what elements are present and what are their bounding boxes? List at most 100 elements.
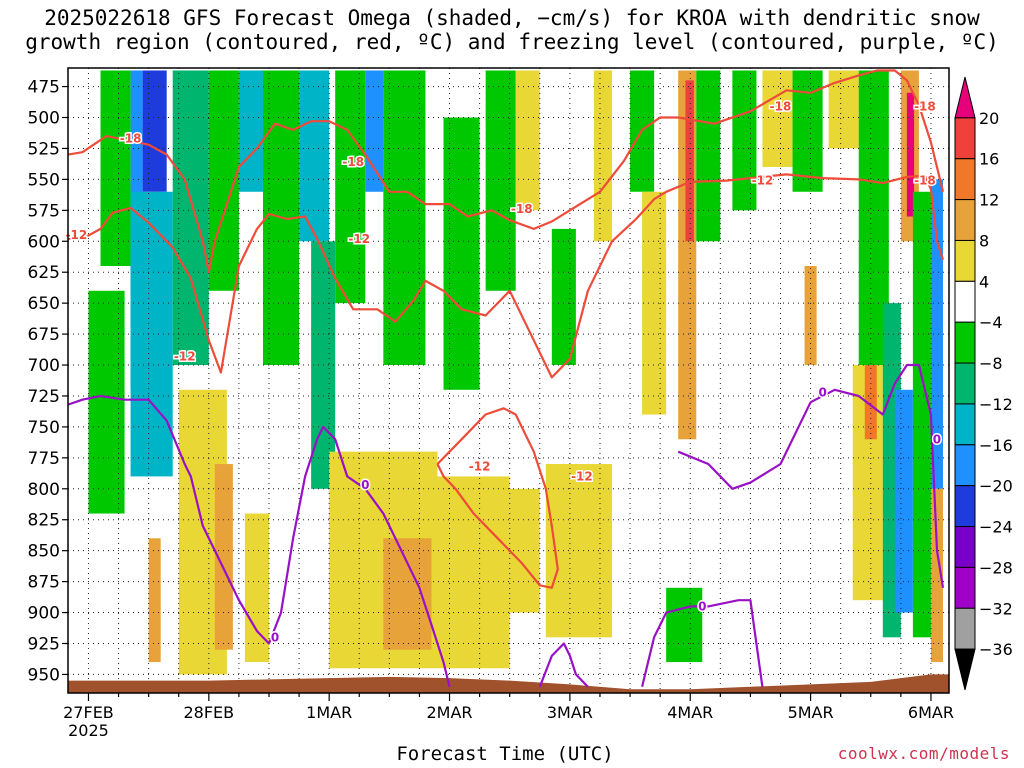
colorbar-band	[954, 239, 976, 282]
contour-label: -18	[770, 99, 792, 113]
colorbar-band	[954, 117, 976, 160]
omega-colorbar: 20 16 12 8 4 −4 −8 −12 −16 −20 −24 −28 −32 −36	[954, 76, 1013, 691]
omega-cell	[930, 179, 943, 489]
contour-label: -12	[752, 174, 774, 188]
omega-cell	[299, 70, 330, 242]
y-tick-label: 650	[28, 294, 60, 314]
y-tick-label: 625	[28, 263, 60, 283]
colorbar-band	[954, 485, 976, 528]
omega-cell	[515, 70, 540, 211]
omega-shading	[88, 70, 943, 675]
colorbar-cap-top	[954, 76, 976, 119]
y-tick-label: 900	[28, 604, 60, 624]
omega-cell	[762, 70, 793, 168]
omega-cell	[214, 464, 233, 650]
x-tick-label: 3MAR	[547, 703, 593, 722]
y-tick-label: 950	[28, 665, 60, 685]
contour-line	[641, 599, 764, 688]
contour-label: 0	[361, 478, 369, 492]
omega-cell	[383, 538, 432, 650]
colorbar-band	[954, 158, 976, 201]
omega-cell	[696, 70, 721, 242]
colorbar-label: −4	[979, 313, 1003, 332]
omega-cell	[437, 476, 510, 669]
contours	[68, 69, 945, 688]
y-tick-label: 725	[28, 387, 60, 407]
colorbar-band	[954, 526, 976, 568]
contour-line	[436, 407, 559, 589]
y-tick-label: 750	[28, 418, 60, 438]
terrain-fill	[68, 674, 949, 693]
x-tick-label: 28FEB	[183, 703, 234, 722]
contour-label: 0	[698, 599, 706, 613]
colorbar-band	[954, 280, 976, 323]
contour-label: 0	[271, 630, 279, 644]
contour-label: -12	[66, 228, 88, 242]
contour-label: -12	[174, 349, 196, 363]
omega-cell	[930, 488, 943, 663]
contour-line	[538, 642, 589, 688]
y-tick-label: 875	[28, 573, 60, 593]
omega-cell	[804, 266, 817, 366]
contour-line	[68, 173, 945, 379]
chart-title-line-2: growth region (contoured, red, ºC) and f…	[25, 30, 999, 54]
contour-label: 0	[818, 385, 826, 399]
omega-cell	[238, 70, 263, 192]
y-tick-label: 925	[28, 634, 60, 654]
contour-label: -18	[914, 174, 936, 188]
contour-label: 0	[933, 432, 941, 446]
omega-cell	[593, 70, 613, 242]
x-tick-label: 5MAR	[788, 703, 834, 722]
omega-cell	[732, 70, 757, 211]
omega-cell	[685, 80, 694, 242]
contour-label: -12	[469, 460, 491, 474]
omega-cell	[142, 70, 167, 192]
colorbar-label: −16	[979, 436, 1013, 455]
y-axis: 475 500 525 550 575 600 625 650 675 700 725 750 775 8…	[28, 78, 68, 685]
x-tick-label: 2MAR	[427, 703, 473, 722]
x-tick-label: 6MAR	[908, 703, 954, 722]
y-tick-label: 700	[28, 356, 60, 376]
colorbar-label: 4	[979, 272, 989, 291]
x-tick-label: 4MAR	[667, 703, 713, 722]
omega-cell	[894, 389, 913, 613]
source-credit: coolwx.com/models	[837, 744, 1010, 763]
colorbar-label: 16	[979, 150, 999, 169]
colorbar-band	[954, 362, 976, 405]
colorbar-label: −36	[979, 640, 1013, 659]
y-tick-label: 500	[28, 109, 60, 129]
x-tick-sublabel: 2025	[68, 721, 109, 740]
y-tick-label: 600	[28, 232, 60, 252]
omega-cell	[864, 365, 877, 440]
omega-cell	[88, 290, 125, 514]
y-tick-label: 675	[28, 325, 60, 345]
colorbar-label: −32	[979, 599, 1013, 618]
colorbar-label: −8	[979, 354, 1003, 373]
colorbar-label: −24	[979, 518, 1013, 537]
contour-label: -18	[342, 155, 364, 169]
colorbar-band	[954, 199, 976, 241]
contour-label: -18	[120, 132, 142, 146]
y-tick-label: 475	[28, 78, 60, 98]
omega-cell	[666, 587, 703, 663]
plot-frame	[67, 67, 950, 694]
contour-label: -12	[571, 469, 593, 483]
y-tick-label: 575	[28, 201, 60, 221]
colorbar-band	[954, 403, 976, 446]
y-tick-label: 850	[28, 542, 60, 562]
omega-cell	[485, 70, 516, 291]
x-tick-label: 27FEB	[63, 703, 114, 722]
x-tick-label: 1MAR	[306, 703, 352, 722]
colorbar-band	[954, 607, 976, 650]
x-axis-title: Forecast Time (UTC)	[396, 743, 614, 765]
colorbar-label: −12	[979, 395, 1013, 414]
y-tick-label: 775	[28, 449, 60, 469]
omega-cell	[130, 191, 173, 477]
terrain-area	[68, 674, 949, 693]
omega-cell	[383, 70, 426, 366]
omega-cell	[912, 191, 931, 638]
contour-label: -18	[511, 202, 533, 216]
colorbar-label: −20	[979, 477, 1013, 496]
